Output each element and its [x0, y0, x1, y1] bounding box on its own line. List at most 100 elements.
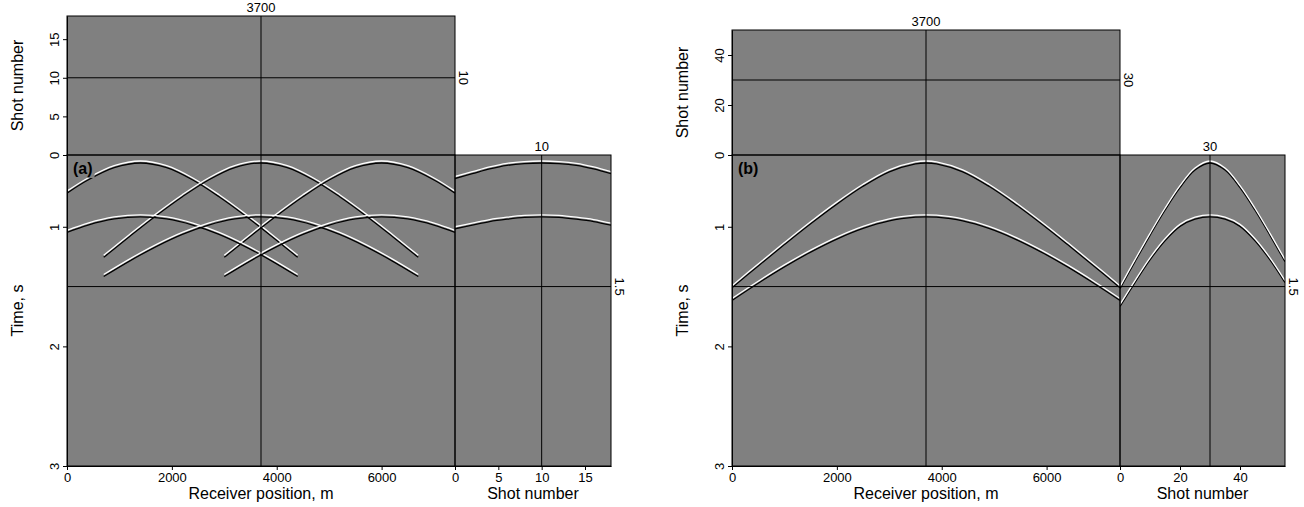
axis-title: Time, s — [674, 285, 691, 337]
tick-mark — [728, 227, 732, 228]
tick: 2000 — [823, 466, 852, 485]
tick-label: 6000 — [1033, 470, 1062, 485]
x-axis: 0 5 10 15 — [452, 466, 612, 485]
y-axis: 0 5 10 15 — [47, 17, 68, 160]
tick-mark — [728, 466, 732, 467]
tick-label: 3 — [712, 463, 727, 470]
event — [224, 161, 455, 255]
tick-label: 2000 — [823, 470, 852, 485]
event — [455, 215, 611, 227]
slice-label: 30 — [1203, 139, 1217, 154]
tick-label: 4000 — [928, 470, 957, 485]
tick-mark — [63, 78, 67, 79]
panel-letter-patch — [71, 159, 95, 178]
axis-line — [733, 466, 1121, 467]
axis-line — [732, 31, 733, 156]
tick-label: 0 — [712, 152, 727, 159]
event-shadow — [224, 217, 455, 277]
event-shadow — [224, 163, 455, 257]
axis-title: Time, s — [9, 285, 26, 337]
tick: 4000 — [928, 466, 957, 485]
tick: 1 — [47, 224, 67, 231]
x-axis: 0 2000 4000 6000 — [729, 466, 1121, 485]
tick-mark — [63, 227, 67, 228]
crosshair — [1210, 155, 1211, 466]
side-events — [455, 161, 611, 229]
tick-label: 5 — [47, 113, 62, 120]
y-axis: 1 2 3 — [47, 156, 68, 471]
tick: 20 — [1173, 466, 1187, 485]
tick-label: 15 — [47, 32, 62, 46]
axis-line — [456, 466, 612, 467]
tick-label: 1 — [47, 224, 62, 231]
tick: 10 — [47, 71, 67, 85]
tick-label: 4000 — [263, 470, 292, 485]
tick-label: 0 — [729, 470, 736, 485]
event — [67, 215, 298, 275]
axis-title: Shot number — [487, 485, 579, 502]
tick-mark — [63, 346, 67, 347]
slice-label: 10 — [456, 71, 471, 85]
tick: 5 — [495, 466, 502, 485]
panel-letter-patch — [736, 159, 760, 178]
axis-line — [67, 156, 68, 467]
tick-label: 20 — [712, 98, 727, 112]
tick: 40 — [1233, 466, 1247, 485]
axis-line — [68, 466, 456, 467]
axis-title: Shot number — [9, 39, 26, 131]
slice-label: 10 — [534, 139, 548, 154]
tick-label: 40 — [712, 48, 727, 62]
tick: 2000 — [158, 466, 187, 485]
tick: 0 — [729, 466, 736, 485]
event-shadow — [1120, 163, 1285, 289]
tick: 20 — [712, 98, 732, 112]
tick: 6000 — [1033, 466, 1062, 485]
side-view — [1120, 155, 1285, 466]
frame — [455, 155, 611, 466]
slice-label: 1.5 — [612, 278, 627, 296]
cube-panel: 02000400060001230204002040370030301.5Sho… — [674, 14, 1301, 502]
tick-mark — [728, 346, 732, 347]
tick: 1 — [712, 224, 732, 231]
panel-letter: (a) — [73, 160, 93, 177]
axis-line — [1121, 466, 1286, 467]
tick: 3 — [47, 463, 67, 470]
tick-label: 0 — [1117, 470, 1124, 485]
tick-label: 2000 — [158, 470, 187, 485]
axis-title: Receiver position, m — [854, 485, 999, 502]
tick-label: 10 — [535, 470, 549, 485]
tick: 2 — [712, 343, 732, 350]
y-axis: 0 20 40 — [712, 31, 733, 160]
tick: 6000 — [368, 466, 397, 485]
tick: 4000 — [263, 466, 292, 485]
tick-label: 2 — [47, 343, 62, 350]
crosshair — [926, 30, 927, 466]
tick-mark — [728, 105, 732, 106]
tick: 0 — [64, 466, 71, 485]
axis-line — [732, 156, 733, 467]
tick: 40 — [712, 48, 732, 62]
tick: 15 — [578, 466, 592, 485]
event — [455, 161, 611, 177]
event-shadow — [67, 163, 298, 257]
tick: 0 — [712, 152, 732, 159]
tick-label: 6000 — [368, 470, 397, 485]
tick-mark — [63, 116, 67, 117]
tick: 15 — [47, 32, 67, 46]
tick: 0 — [47, 152, 67, 159]
tick-label: 2 — [712, 343, 727, 350]
tick-label: 1 — [712, 224, 727, 231]
axis-line — [67, 17, 68, 156]
side-events — [1120, 161, 1285, 307]
slice-label: 1.5 — [1286, 278, 1301, 296]
crosshair — [732, 286, 1285, 287]
figure: 0200040006000123051015051015370010101.5S… — [0, 0, 1304, 507]
event-shadow — [67, 217, 298, 277]
axis-title: Shot number — [1157, 485, 1249, 502]
tick: 3 — [712, 463, 732, 470]
tick: 10 — [535, 466, 549, 485]
tick-label: 40 — [1233, 470, 1247, 485]
panel-letter: (b) — [738, 160, 758, 177]
event-shadow — [1120, 217, 1285, 307]
tick: 0 — [452, 466, 459, 485]
